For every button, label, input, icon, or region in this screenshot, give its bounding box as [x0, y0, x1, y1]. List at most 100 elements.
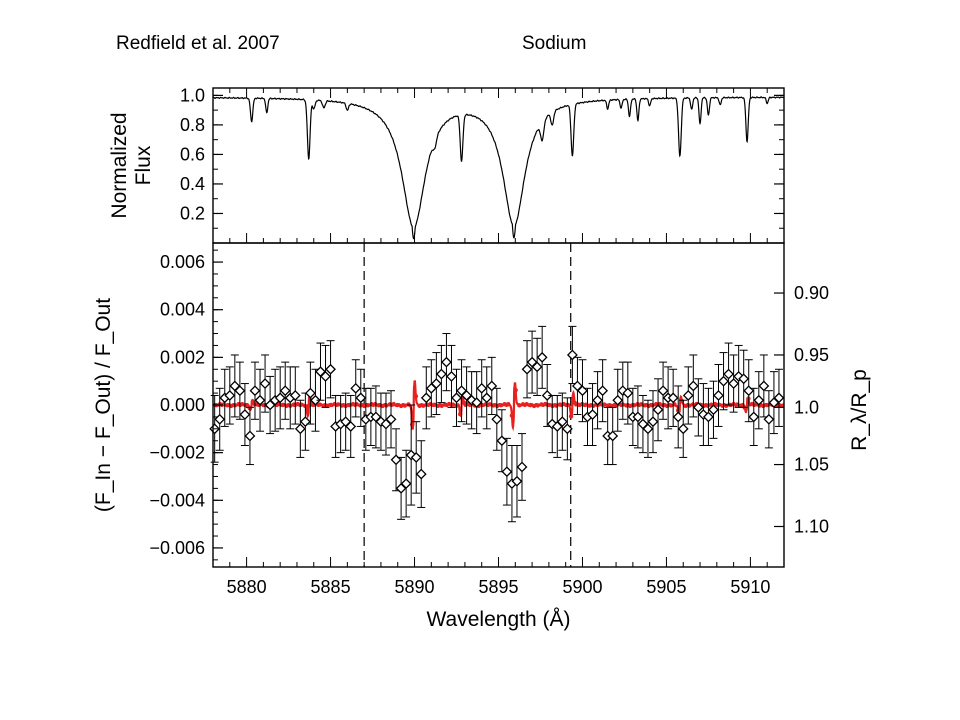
model-point: [557, 402, 563, 407]
data-point: [622, 387, 634, 399]
model-point: [328, 402, 334, 408]
model-point: [491, 403, 496, 408]
data-point: [516, 461, 528, 473]
data-point: [486, 380, 498, 392]
bottom-y-tick-label: −0.006: [149, 538, 205, 558]
data-point: [692, 401, 704, 413]
data-point: [350, 382, 362, 394]
data-point: [410, 451, 422, 463]
data-point: [733, 370, 745, 382]
model-point: [413, 394, 419, 399]
data-point: [577, 385, 588, 397]
bottom-y-tick-label: 0.002: [160, 347, 205, 367]
model-point: [542, 401, 548, 407]
data-point: [607, 430, 619, 442]
model-point: [639, 402, 644, 407]
model-point: [446, 401, 452, 407]
model-point: [243, 402, 249, 408]
data-point: [597, 385, 609, 397]
bottom-y-tick-label: −0.002: [149, 443, 205, 463]
model-point: [421, 403, 426, 408]
data-point: [536, 351, 548, 363]
data-point: [541, 390, 553, 401]
data-point: [345, 421, 357, 432]
bottom-y-tick-label: 0.006: [160, 252, 205, 272]
model-point: [650, 403, 655, 408]
data-point: [728, 378, 740, 389]
data-point: [657, 385, 669, 397]
data-point: [304, 387, 316, 399]
x-tick-label: 5900: [562, 577, 602, 597]
plot-frames: [212, 87, 785, 568]
model-point: [225, 403, 230, 408]
model-point: [428, 401, 433, 407]
model-point: [576, 402, 581, 407]
model-point: [524, 401, 529, 407]
data-point: [753, 394, 765, 406]
model-point: [402, 403, 407, 408]
model-point: [435, 403, 441, 408]
model-point: [221, 402, 226, 407]
data-point: [687, 380, 699, 392]
model-point: [605, 403, 611, 408]
model-point: [528, 402, 533, 408]
model-point: [354, 402, 359, 407]
model-point: [568, 414, 574, 419]
top-y-tick-label: 0.4: [180, 174, 205, 194]
model-point: [760, 403, 766, 409]
data-point: [758, 380, 770, 392]
data-point: [224, 390, 236, 401]
flux-spectrum-line: [212, 96, 785, 240]
x-tick-label: 5910: [730, 577, 770, 597]
right-y-tick-label: 1.0: [794, 397, 819, 417]
model-point: [546, 402, 552, 408]
data-point: [400, 478, 412, 490]
data-point: [561, 423, 573, 435]
right-y-tick-label: 1.05: [794, 455, 829, 475]
data-point: [234, 385, 246, 397]
model-point: [517, 403, 522, 408]
model-point: [502, 401, 507, 407]
data-point: [531, 361, 543, 373]
data-point: [682, 390, 694, 401]
right-y-tick-label: 1.10: [794, 517, 829, 537]
model-point: [531, 403, 537, 409]
data-point: [451, 392, 462, 404]
model-point: [509, 413, 515, 418]
model-point: [764, 402, 770, 408]
model-point: [432, 402, 437, 407]
model-point: [391, 401, 396, 407]
model-point: [398, 403, 404, 409]
data-point: [446, 370, 457, 382]
model-point: [317, 402, 323, 407]
transmission-panel: 0.006 0.004 0.002 0.000 −0.002 −0.004 −0.006 0.…: [92, 243, 871, 631]
data-point: [738, 373, 750, 385]
model-point: [280, 402, 286, 408]
model-point: [424, 402, 430, 407]
model-point: [443, 402, 448, 407]
top-y-axis-label-line1: Normalized: [108, 112, 131, 218]
bottom-y-tick-label: 0.004: [160, 300, 205, 320]
data-point: [249, 385, 261, 397]
data-point: [471, 397, 483, 409]
data-point: [355, 392, 367, 404]
data-point: [390, 454, 402, 466]
data-point: [743, 385, 755, 397]
left-y-axis-label: (F_In − F_Out) / F_Out: [92, 298, 115, 512]
data-point: [642, 423, 654, 435]
x-tick-label: 5905: [646, 577, 686, 597]
model-point: [587, 403, 592, 408]
model-point: [417, 403, 422, 409]
data-point: [289, 390, 301, 401]
model-point: [506, 402, 511, 407]
data-point: [521, 363, 533, 375]
data-point: [239, 409, 251, 420]
data-point: [632, 411, 644, 423]
model-point: [520, 402, 526, 407]
data-point: [566, 349, 578, 361]
model-point: [350, 401, 356, 407]
bottom-y-tick-label: −0.004: [149, 490, 205, 510]
model-point: [535, 403, 540, 408]
x-tick-label: 5880: [227, 577, 267, 597]
